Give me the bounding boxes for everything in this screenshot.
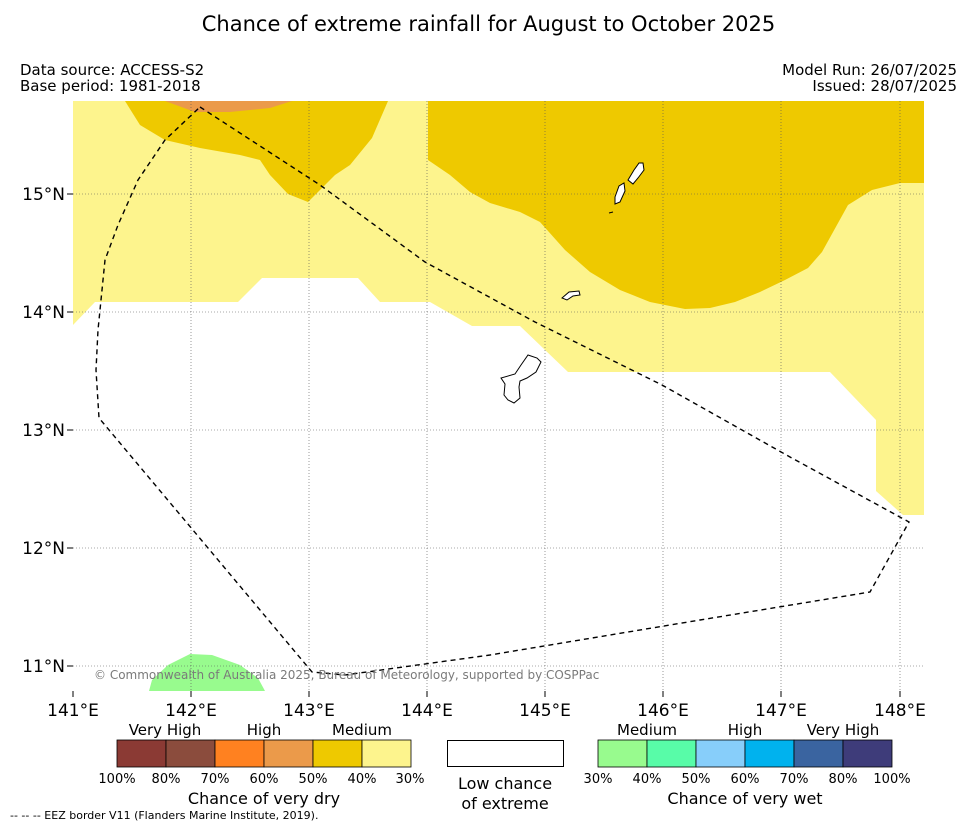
legend-wet-tick: 80% bbox=[829, 772, 858, 787]
legend-swatch bbox=[214, 739, 265, 768]
island-aguijan bbox=[608, 211, 614, 214]
lat-tick: 15°N bbox=[22, 185, 65, 205]
lon-tick: 147°E bbox=[755, 701, 807, 721]
lat-tick: 13°N bbox=[22, 421, 65, 441]
legend-dry-caption: Chance of very dry bbox=[188, 789, 340, 808]
issued-date: Issued: 28/07/2025 bbox=[812, 77, 957, 95]
legend-swatch bbox=[646, 739, 697, 768]
legend-dry: Very High High Medium 100% 80% 70% 60% 5… bbox=[98, 721, 424, 808]
legend-swatch bbox=[695, 739, 746, 768]
lon-tick: 141°E bbox=[47, 701, 99, 721]
lon-tick: 144°E bbox=[401, 701, 453, 721]
legend-dry-group: Very High bbox=[129, 721, 202, 739]
legend-wet-tick: 100% bbox=[873, 772, 910, 787]
legend-wet-tick: 40% bbox=[633, 772, 662, 787]
legend-wet-caption: Chance of very wet bbox=[667, 789, 822, 808]
legend-dry-tick: 40% bbox=[348, 772, 377, 787]
island-guam bbox=[500, 354, 542, 404]
legend-dry-tick: 50% bbox=[299, 772, 328, 787]
island-tinian bbox=[614, 182, 626, 205]
region-medium-wet bbox=[149, 654, 265, 691]
lon-tick: 142°E bbox=[165, 701, 217, 721]
legend-wet-tick: 70% bbox=[780, 772, 809, 787]
lon-tick: 148°E bbox=[874, 701, 926, 721]
legend-swatch bbox=[793, 739, 844, 768]
region-high-dry-left bbox=[125, 101, 388, 202]
legend-swatch bbox=[116, 739, 167, 768]
meta-right: Model Run: 26/07/2025 Issued: 28/07/2025 bbox=[782, 62, 957, 94]
legend-wet-group: Medium bbox=[617, 721, 677, 739]
legend-dry-tick: 30% bbox=[396, 772, 425, 787]
chart-title: Chance of extreme rainfall for August to… bbox=[201, 12, 776, 36]
lon-tick: 145°E bbox=[519, 701, 571, 721]
legend-wet: Medium High Very High 30% 40% 50% 60% 70… bbox=[584, 721, 911, 808]
legend-dry-tick: 70% bbox=[201, 772, 230, 787]
legend-dry-tick: 60% bbox=[250, 772, 279, 787]
lat-axis: 15°N 14°N 13°N 12°N 11°N bbox=[22, 185, 65, 677]
lat-tick: 14°N bbox=[22, 303, 65, 323]
legend-dry-group: Medium bbox=[332, 721, 392, 739]
lat-tick: 11°N bbox=[22, 657, 65, 677]
legend-dry-group: High bbox=[247, 721, 281, 739]
lat-tick: 12°N bbox=[22, 539, 65, 559]
base-period: Base period: 1981-2018 bbox=[20, 77, 201, 95]
legend-wet-group: Very High bbox=[807, 721, 880, 739]
legend-swatch bbox=[312, 739, 363, 768]
lon-tick: 143°E bbox=[283, 701, 335, 721]
island-rota bbox=[561, 290, 581, 301]
legend-swatch bbox=[165, 739, 216, 768]
copyright-notice: © Commonwealth of Australia 2025, Bureau… bbox=[94, 668, 600, 682]
lon-tick: 146°E bbox=[637, 701, 689, 721]
island-saipan bbox=[627, 162, 645, 185]
legend-wet-tick: 60% bbox=[731, 772, 760, 787]
gridlines bbox=[73, 101, 924, 691]
tick-marks bbox=[67, 193, 901, 697]
legend-low-line2: of extreme bbox=[461, 794, 549, 813]
legend-dry-tick: 100% bbox=[98, 772, 135, 787]
region-high-dry-right bbox=[428, 101, 924, 309]
legend-swatch bbox=[263, 739, 314, 768]
legend-swatch bbox=[744, 739, 795, 768]
legend-dry-tick: 80% bbox=[152, 772, 181, 787]
lon-axis: 141°E 142°E 143°E 144°E 145°E 146°E 147°… bbox=[47, 701, 926, 721]
legend-wet-tick: 30% bbox=[584, 772, 613, 787]
eez-border bbox=[95, 106, 910, 676]
meta-left: Data source: ACCESS-S2 Base period: 1981… bbox=[20, 62, 204, 94]
legend-swatch bbox=[842, 739, 893, 768]
eez-footnote: -- -- -- EEZ border V11 (Flanders Marine… bbox=[10, 809, 319, 822]
legend-low-swatch bbox=[447, 740, 564, 767]
legend-low-label: Low chance of extreme bbox=[430, 774, 580, 814]
legend-wet-group: High bbox=[728, 721, 762, 739]
legend-swatch bbox=[597, 739, 648, 768]
model-run: Model Run: 26/07/2025 bbox=[782, 61, 957, 79]
data-source: Data source: ACCESS-S2 bbox=[20, 61, 205, 79]
legend-low-line1: Low chance bbox=[457, 774, 553, 793]
legend-wet-tick: 50% bbox=[682, 772, 711, 787]
map-area bbox=[73, 101, 924, 691]
legend-swatch bbox=[361, 739, 412, 768]
